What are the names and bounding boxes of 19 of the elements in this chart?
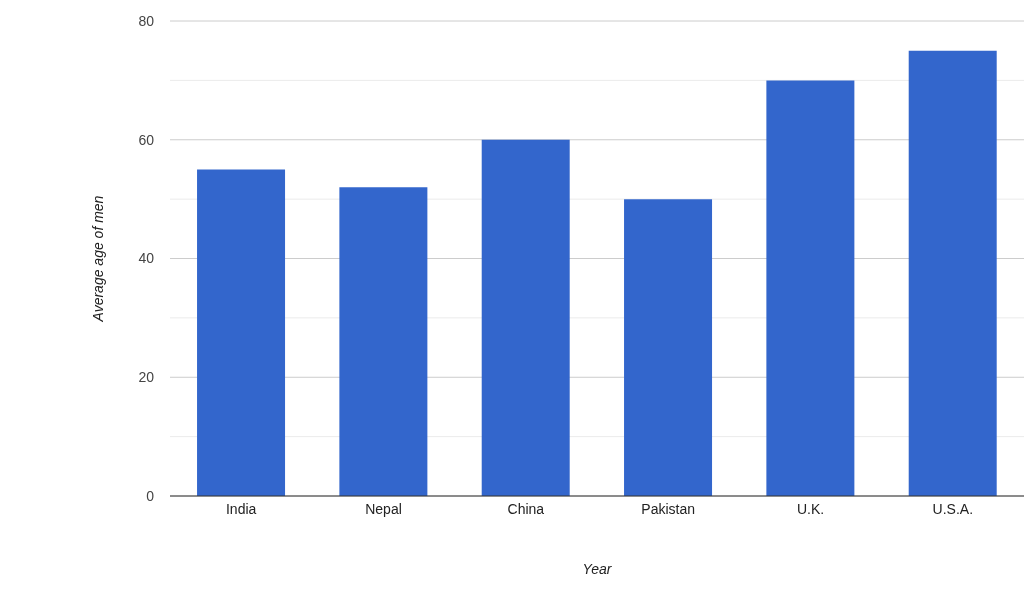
y-tick-label: 60	[138, 131, 155, 148]
x-axis-title: Year	[582, 561, 613, 577]
x-tick-label: U.K.	[796, 500, 825, 517]
y-tick-label: 0	[146, 487, 155, 504]
bar	[766, 80, 855, 496]
x-tick-label: U.S.A.	[932, 500, 974, 517]
bar	[339, 187, 428, 496]
y-tick-label: 80	[138, 12, 155, 29]
x-tick-label: Pakistan	[641, 500, 696, 517]
y-tick-label: 20	[138, 369, 155, 386]
x-tick-label: Nepal	[365, 500, 402, 517]
bar	[624, 199, 713, 496]
bar	[908, 50, 997, 496]
bar	[481, 139, 570, 496]
y-tick-label: 40	[138, 250, 155, 267]
x-tick-label: China	[507, 500, 545, 517]
y-axis-title: Average age of men	[89, 195, 106, 323]
x-tick-label: India	[225, 500, 257, 517]
bar	[197, 169, 286, 496]
